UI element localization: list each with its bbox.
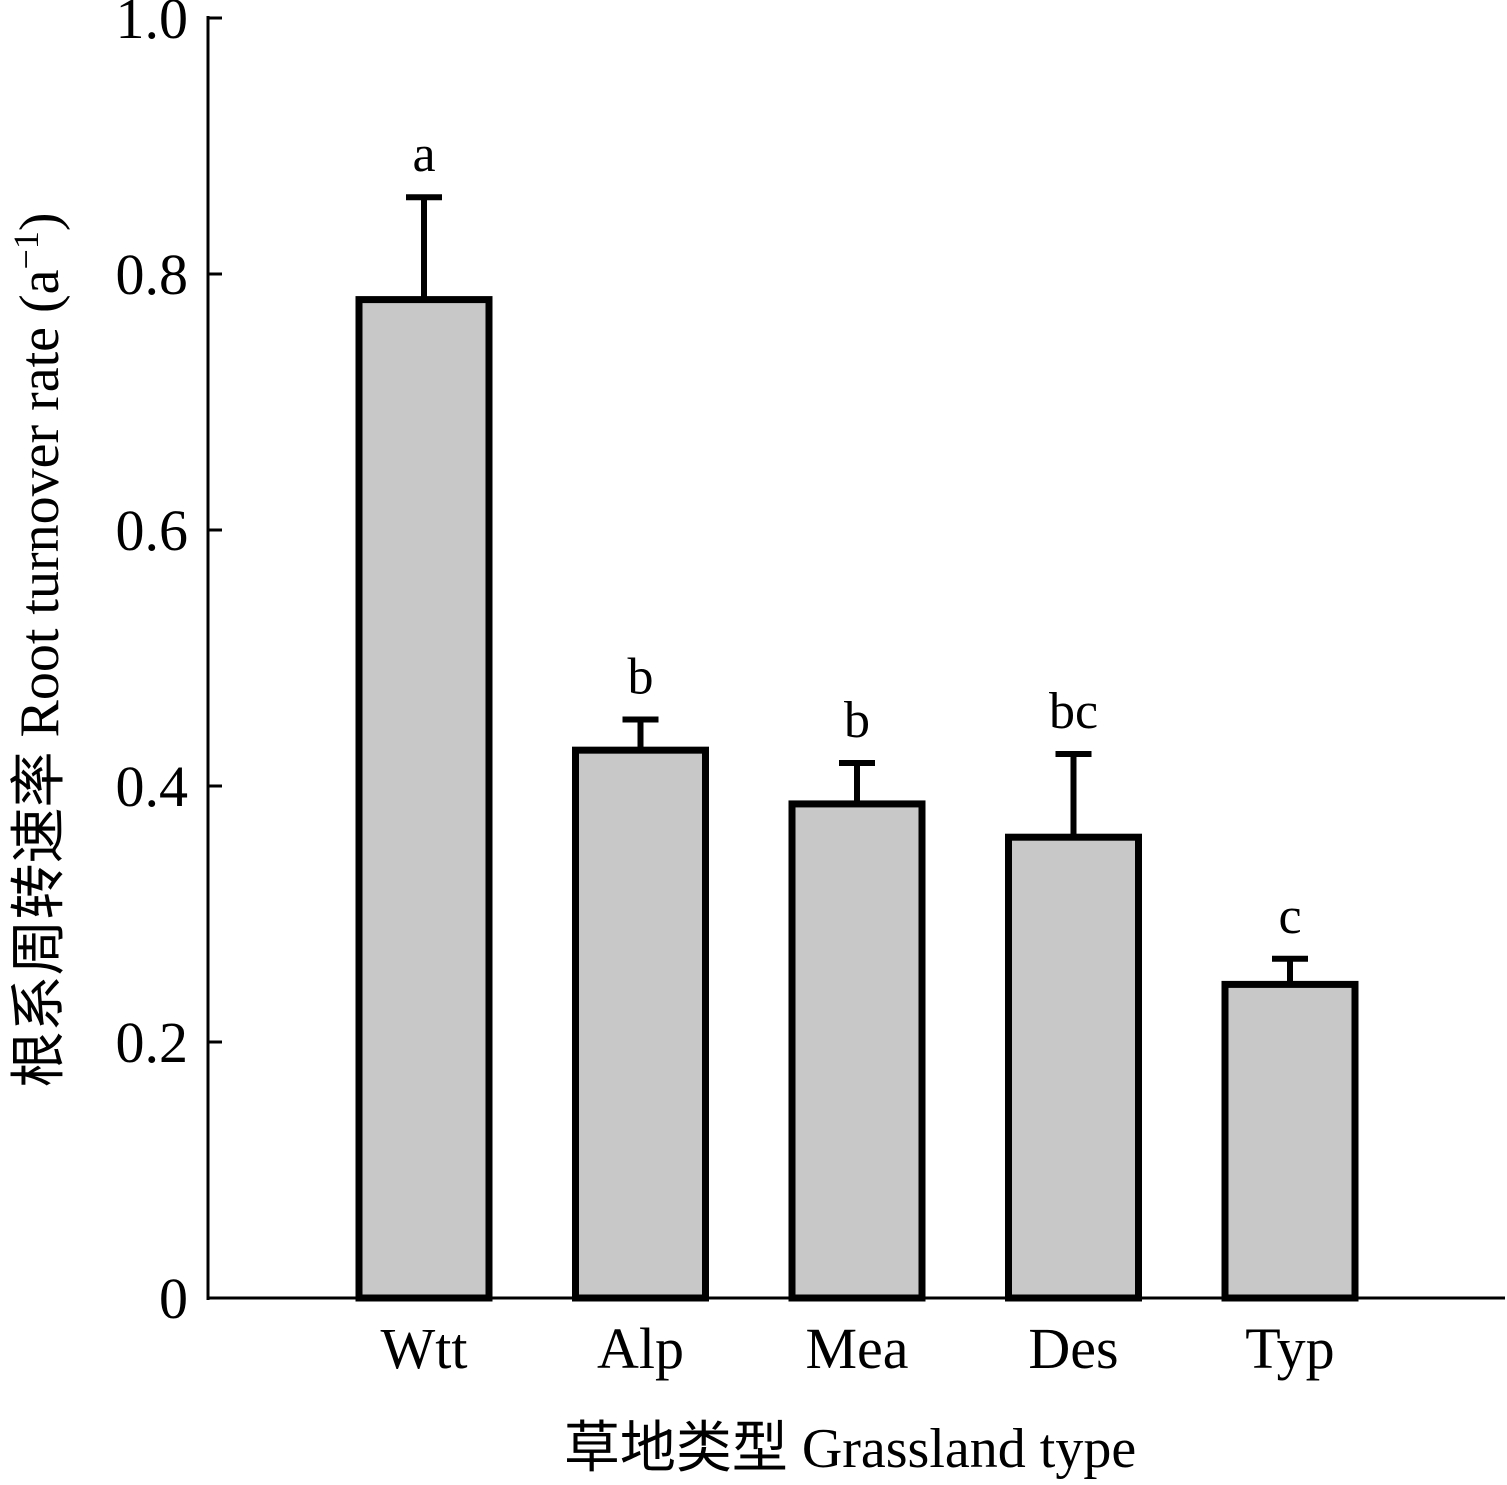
bar-alp (572, 746, 709, 1302)
bar-wtt (355, 296, 493, 1302)
x-tick-label-alp: Alp (597, 1316, 684, 1381)
bar-des (1005, 833, 1142, 1302)
x-tick-label-typ: Typ (1245, 1316, 1334, 1381)
y-axis-title: 根系周转速率 Root turnover rate (a−1) (6, 212, 71, 1087)
y-axis-title-superscript: −1 (6, 231, 46, 269)
y-tick-label-1: 0.2 (116, 1010, 189, 1075)
significance-label-alp: b (628, 648, 654, 705)
significance-labels-group: a b b bc c (412, 126, 1301, 945)
y-tick-label-3: 0.6 (116, 498, 189, 563)
significance-label-typ: c (1278, 888, 1301, 945)
y-tick-label-4: 0.8 (116, 242, 189, 307)
y-tick-label-2: 0.4 (116, 754, 189, 819)
y-axis-title-close: ) (9, 212, 71, 231)
bar-mea (788, 800, 926, 1302)
bar-typ (1221, 980, 1359, 1302)
axes-group (206, 16, 1505, 1300)
x-tick-label-des: Des (1028, 1316, 1118, 1381)
y-tick-label-0: 0 (159, 1266, 188, 1331)
y-tick-label-5: 1.0 (116, 0, 189, 51)
significance-label-des: bc (1049, 683, 1098, 740)
x-tick-labels-group: Wtt Alp Mea Des Typ (381, 1316, 1335, 1381)
significance-label-mea: b (844, 692, 870, 749)
error-bars-group (406, 194, 1308, 985)
x-axis-title: 草地类型 Grassland type (564, 1418, 1136, 1480)
significance-label-wtt: a (412, 126, 435, 183)
x-tick-label-wtt: Wtt (381, 1316, 468, 1381)
y-ticks-group: 0 0.2 0.4 0.6 0.8 1.0 (116, 0, 222, 1331)
x-tick-label-mea: Mea (805, 1316, 908, 1381)
y-axis-title-main: 根系周转速率 Root turnover rate (a (9, 269, 71, 1087)
